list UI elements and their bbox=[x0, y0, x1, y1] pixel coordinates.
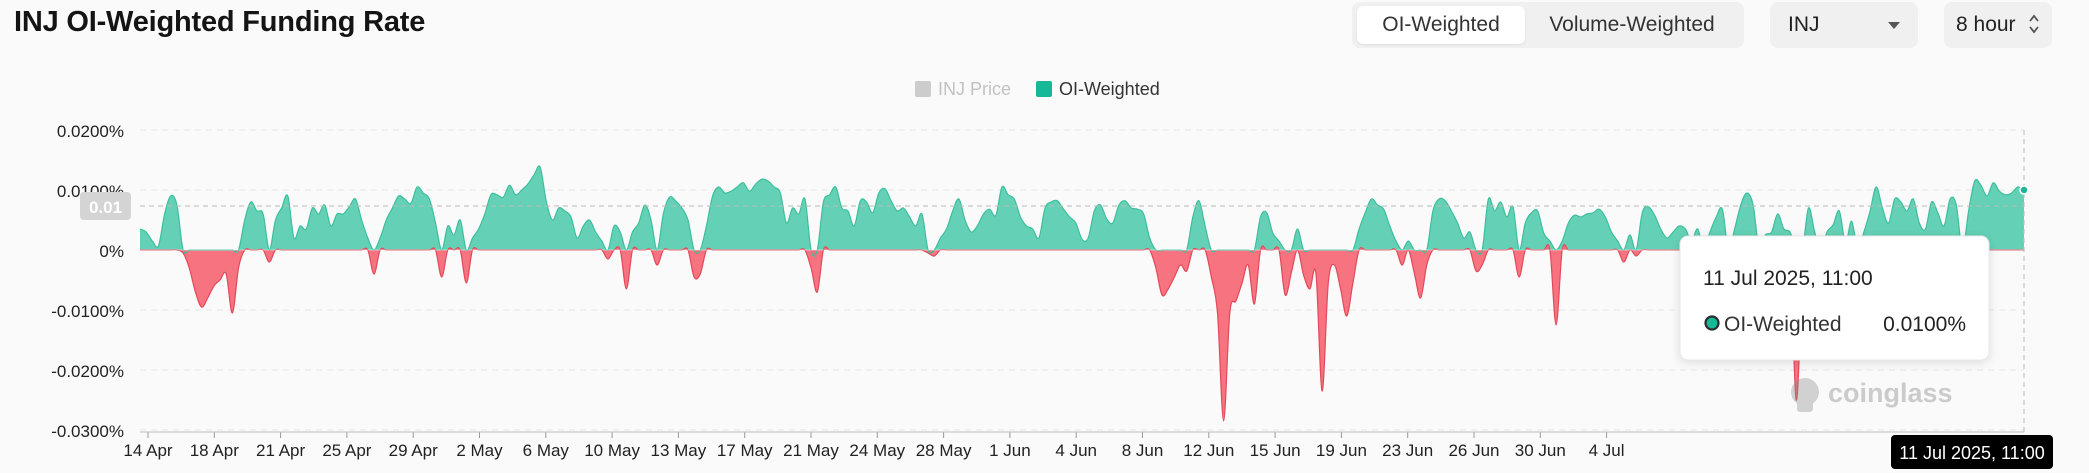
x-tick-label: 28 May bbox=[916, 441, 972, 460]
symbol-select[interactable]: INJ bbox=[1770, 2, 1918, 48]
x-tick-label: 1 Jun bbox=[989, 441, 1031, 460]
tooltip-series-marker bbox=[1704, 315, 1720, 331]
x-tick-label: 24 May bbox=[849, 441, 905, 460]
y-tick-label: -0.0300% bbox=[51, 422, 124, 441]
x-tick-label: 19 Jun bbox=[1316, 441, 1367, 460]
y-tick-label: -0.0200% bbox=[51, 362, 124, 381]
x-tick-label: 15 Jun bbox=[1250, 441, 1301, 460]
tab-oi-weighted[interactable]: OI-Weighted bbox=[1357, 6, 1525, 44]
grid-lines bbox=[140, 129, 2024, 431]
legend-swatch bbox=[1036, 81, 1052, 97]
coinglass-logo-icon bbox=[1791, 378, 1819, 412]
tooltip-series-name: OI-Weighted bbox=[1724, 313, 1842, 336]
up-down-chevron-icon bbox=[2029, 14, 2039, 34]
x-tick-label: 26 Jun bbox=[1448, 441, 1499, 460]
tooltip: 11 Jul 2025, 11:00 OI-Weighted 0.0100% bbox=[1679, 235, 1990, 361]
crosshair-x-label-box bbox=[1891, 435, 2053, 469]
positive-rate-line bbox=[139, 165, 2025, 257]
legend-label: INJ Price bbox=[938, 79, 1011, 99]
x-axis: 14 Apr 18 Apr 21 Apr 25 Apr 29 Apr 2 May 6 May… bbox=[123, 431, 2024, 460]
interval-select-value: 8 hour bbox=[1956, 13, 2016, 36]
x-tick-label: 23 Jun bbox=[1382, 441, 1433, 460]
crosshair: 0.01 11 Jul 2025, 11:00 bbox=[80, 130, 2053, 469]
tooltip-box bbox=[1679, 235, 1990, 361]
x-tick-label: 8 Jun bbox=[1122, 441, 1164, 460]
weighting-toggle: OI-Weighted Volume-Weighted bbox=[1352, 2, 1744, 48]
watermark-text: coinglass bbox=[1828, 378, 1953, 408]
y-tick-label: 0% bbox=[99, 242, 124, 261]
tab-volume-weighted[interactable]: Volume-Weighted bbox=[1549, 13, 1715, 36]
y-axis: 0.0200%0.0100%0%-0.0100%-0.0200%-0.0300% bbox=[51, 122, 124, 441]
chevron-down-icon bbox=[1888, 22, 1900, 29]
x-tick-label: 13 May bbox=[651, 441, 707, 460]
x-tick-label: 12 Jun bbox=[1183, 441, 1234, 460]
x-tick-label: 4 Jul bbox=[1589, 441, 1625, 460]
x-tick-label: 6 May bbox=[523, 441, 570, 460]
x-tick-label: 25 Apr bbox=[322, 441, 371, 460]
tooltip-time: 11 Jul 2025, 11:00 bbox=[1703, 267, 1873, 290]
x-tick-label: 21 May bbox=[783, 441, 839, 460]
x-tick-label: 21 Apr bbox=[256, 441, 305, 460]
crosshair-y-label-box bbox=[80, 192, 131, 220]
symbol-select-value: INJ bbox=[1788, 13, 1820, 36]
chart-legend: INJ Price OI-Weighted bbox=[915, 79, 1160, 99]
interval-select[interactable]: 8 hour bbox=[1944, 2, 2052, 48]
x-tick-label: 14 Apr bbox=[123, 441, 172, 460]
x-tick-label: 29 Apr bbox=[389, 441, 438, 460]
crosshair-point bbox=[2019, 185, 2029, 195]
x-tick-label: 10 May bbox=[584, 441, 640, 460]
x-tick-label: 18 Apr bbox=[190, 441, 239, 460]
x-tick-label: 17 May bbox=[717, 441, 773, 460]
page-title: INJ OI-Weighted Funding Rate bbox=[14, 6, 426, 38]
watermark: coinglass bbox=[1791, 378, 1953, 412]
legend-swatch bbox=[915, 81, 931, 97]
y-tick-label: -0.0100% bbox=[51, 302, 124, 321]
y-tick-label: 0.0200% bbox=[57, 122, 124, 141]
tooltip-series-value: 0.0100% bbox=[1883, 313, 1966, 336]
x-tick-label: 30 Jun bbox=[1515, 441, 1566, 460]
x-tick-label: 2 May bbox=[456, 441, 503, 460]
x-tick-label: 4 Jun bbox=[1055, 441, 1097, 460]
legend-label: OI-Weighted bbox=[1059, 79, 1160, 99]
crosshair-x-label: 11 Jul 2025, 11:00 bbox=[1899, 443, 2044, 463]
crosshair-y-label: 0.01 bbox=[89, 198, 122, 217]
